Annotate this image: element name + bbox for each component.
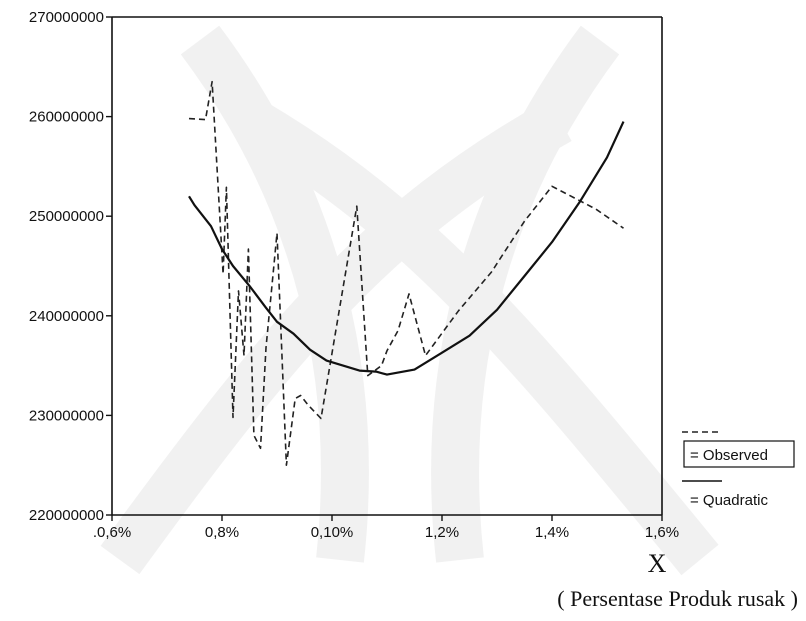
x-tick-label: 1,2%: [425, 524, 459, 541]
legend-quadratic-label: = Quadratic: [690, 492, 768, 509]
y-tick-label: 250000000: [29, 208, 104, 225]
x-axis-subtitle: ( Persentase Produk rusak ): [557, 586, 798, 611]
x-tick-label: 0,8%: [205, 524, 239, 541]
y-axis-ticks: 220000000 230000000 240000000 250000000 2600…: [29, 9, 112, 524]
y-tick-label: 270000000: [29, 9, 104, 26]
legend-observed-label: = Observed: [690, 447, 768, 464]
x-axis-title: X: [648, 549, 667, 578]
x-tick-label: 0,10%: [311, 524, 354, 541]
x-tick-label: 1,6%: [645, 524, 679, 541]
x-tick-label: .0,6%: [93, 524, 131, 541]
legend: = Observed = Quadratic: [682, 432, 794, 509]
y-tick-label: 240000000: [29, 308, 104, 325]
y-tick-label: 260000000: [29, 109, 104, 126]
y-tick-label: 220000000: [29, 507, 104, 524]
y-tick-label: 230000000: [29, 407, 104, 424]
x-tick-label: 1,4%: [535, 524, 569, 541]
x-axis-ticks: .0,6% 0,8% 0,10% 1,2% 1,4% 1,6%: [93, 515, 679, 541]
